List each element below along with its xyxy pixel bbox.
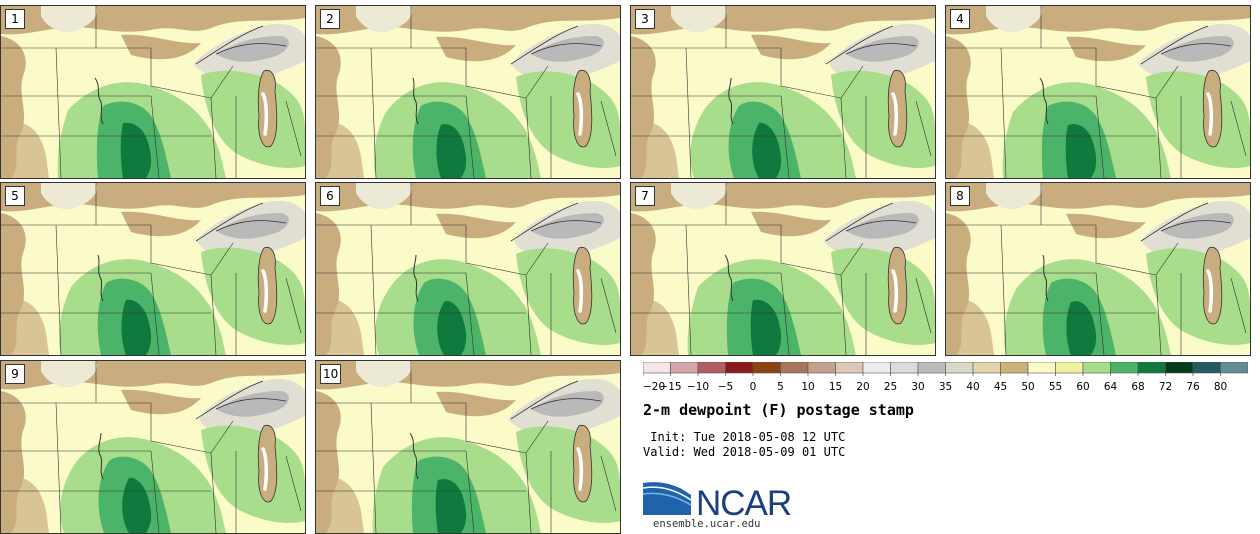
colorbar-tick-label: 60 — [1076, 381, 1089, 393]
panel-number: 7 — [635, 186, 655, 206]
init-time: Init: Tue 2018-05-08 12 UTC — [643, 430, 846, 444]
dewpoint-map — [1, 183, 305, 355]
colorbar-tick-label: 10 — [801, 381, 814, 393]
colorbar-cell — [1165, 362, 1194, 374]
colorbar-tick-label: 68 — [1131, 381, 1144, 393]
colorbar-cell — [752, 362, 781, 374]
dewpoint-map — [1, 361, 305, 533]
panel-number: 1 — [5, 9, 25, 29]
colorbar-cell — [1027, 362, 1056, 374]
dewpoint-map — [1, 6, 305, 178]
colorbar-tick-label: 45 — [994, 381, 1007, 393]
colorbar-cell — [1055, 362, 1084, 374]
colorbar-tick-label: −10 — [687, 381, 709, 393]
map-panel-7: 7 — [630, 182, 936, 356]
colorbar-tick-label: 40 — [966, 381, 979, 393]
dewpoint-map — [631, 6, 935, 178]
ncar-logo-icon — [643, 480, 692, 515]
colorbar-tick-label: 76 — [1186, 381, 1200, 393]
colorbar-cell — [780, 362, 809, 374]
colorbar-cell — [1000, 362, 1029, 374]
colorbar-cell — [862, 362, 891, 374]
panel-number: 5 — [5, 186, 25, 206]
colorbar-cell — [835, 362, 864, 374]
logo-wordmark: NCAR — [696, 484, 792, 523]
panel-number: 6 — [320, 186, 340, 206]
panel-number: 4 — [950, 9, 970, 29]
colorbar-cell — [643, 362, 671, 374]
map-panel-3: 3 — [630, 5, 936, 179]
colorbar-cell — [972, 362, 1001, 374]
colorbar-tick-label: 25 — [884, 381, 897, 393]
colorbar-cell — [697, 362, 726, 374]
colorbar-cell — [807, 362, 836, 374]
colorbar-tick-label: 20 — [856, 381, 869, 393]
colorbar-cell — [670, 362, 699, 374]
dewpoint-map — [946, 183, 1250, 355]
map-panel-4: 4 — [945, 5, 1251, 179]
colorbar-cell — [917, 362, 946, 374]
colorbar-tick-label: −15 — [659, 381, 681, 393]
logo-url: ensemble.ucar.edu — [653, 518, 761, 530]
colorbar-cell — [1220, 362, 1248, 374]
colorbar-cell — [1082, 362, 1111, 374]
map-panel-1: 1 — [0, 5, 306, 179]
colorbar-tick-label: 5 — [777, 381, 784, 393]
colorbar-tick-label: 0 — [750, 381, 757, 393]
colorbar-tick-label: −5 — [718, 381, 733, 393]
colorbar-tick-label: 35 — [939, 381, 952, 393]
colorbar-tick-label: 72 — [1159, 381, 1172, 393]
colorbar-cell — [890, 362, 919, 374]
colorbar-tick-label: 80 — [1214, 381, 1227, 393]
colorbar-cell — [1192, 362, 1221, 374]
dewpoint-map — [946, 6, 1250, 178]
panel-number: 8 — [950, 186, 970, 206]
panel-number: 2 — [320, 9, 340, 29]
map-panel-10: 10 — [315, 360, 621, 534]
colorbar-tick-label: 30 — [911, 381, 924, 393]
map-panel-2: 2 — [315, 5, 621, 179]
dewpoint-map — [631, 183, 935, 355]
colorbar-tick-label: −20 — [643, 381, 665, 393]
colorbar-cell — [945, 362, 974, 374]
colorbar-tick-label: 15 — [829, 381, 842, 393]
map-panel-5: 5 — [0, 182, 306, 356]
colorbar-cell — [1110, 362, 1139, 374]
dewpoint-map — [316, 6, 620, 178]
colorbar-tick-label: 64 — [1104, 381, 1118, 393]
colorbar-tick-label: 50 — [1021, 381, 1034, 393]
colorbar-cell — [725, 362, 754, 374]
dewpoint-colorbar: −20−15 −10 −5 0 5 10 15 20 25 30 35 40 45 50 55 60 64 68 7… — [643, 362, 1248, 393]
dewpoint-map — [316, 183, 620, 355]
panel-number: 3 — [635, 9, 655, 29]
panel-number: 10 — [320, 364, 342, 384]
map-panel-6: 6 — [315, 182, 621, 356]
panel-number: 9 — [5, 364, 25, 384]
map-panel-9: 9 — [0, 360, 306, 534]
map-panel-8: 8 — [945, 182, 1251, 356]
valid-time: Valid: Wed 2018-05-09 01 UTC — [643, 445, 846, 459]
colorbar-tick-label: 55 — [1049, 381, 1062, 393]
colorbar-cell — [1137, 362, 1166, 374]
dewpoint-map — [316, 361, 620, 533]
chart-title: 2-m dewpoint (F) postage stamp — [643, 401, 914, 419]
